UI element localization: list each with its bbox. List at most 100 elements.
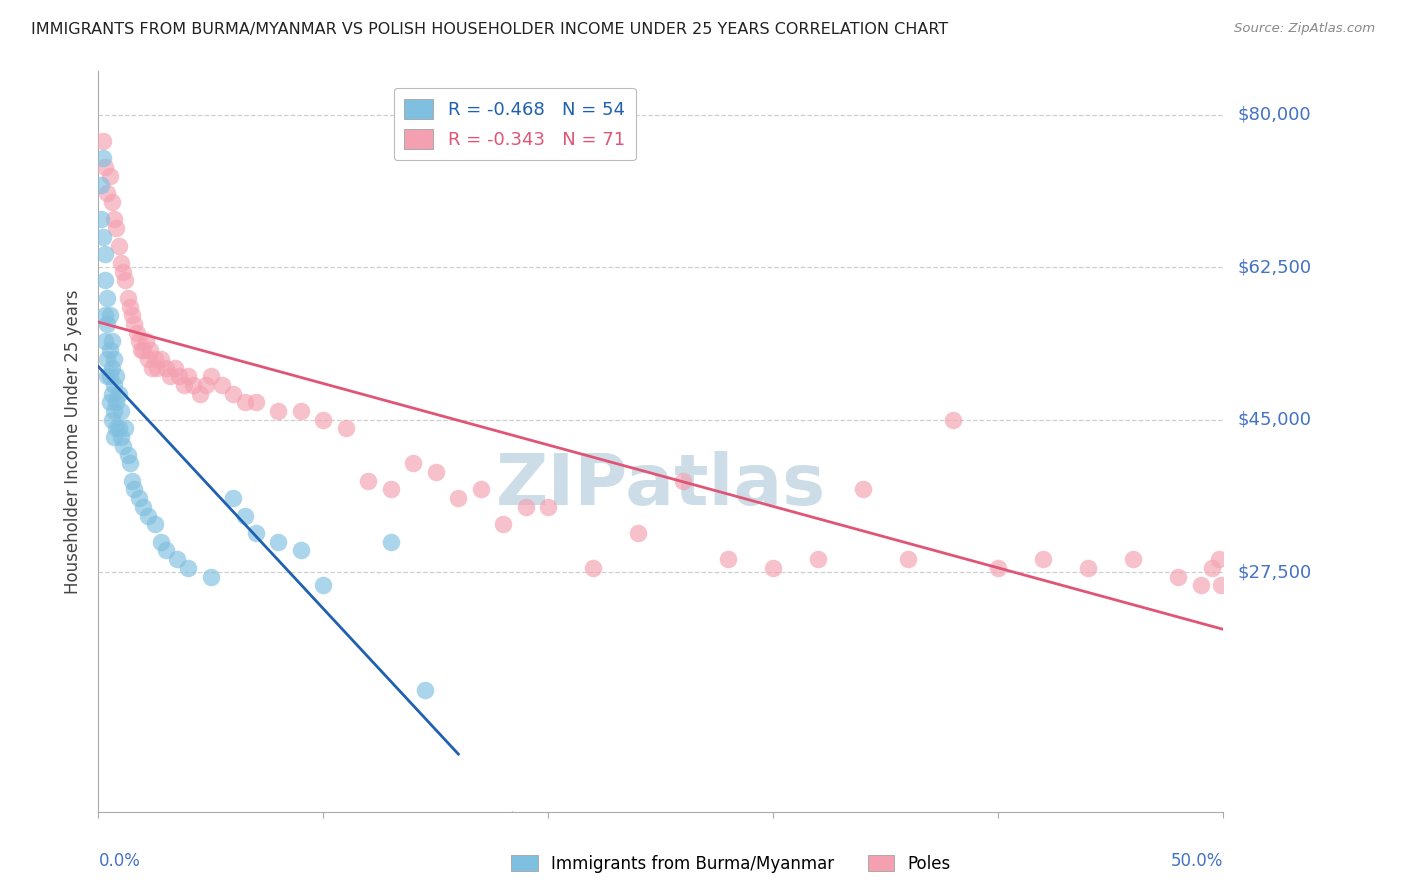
Point — [94, 273, 117, 287]
Point — [195, 378, 218, 392]
Point — [181, 378, 204, 392]
Point — [124, 317, 146, 331]
Point — [177, 369, 200, 384]
Point — [118, 300, 141, 314]
Point — [155, 543, 177, 558]
Point — [112, 265, 135, 279]
Point — [807, 552, 830, 566]
Point — [312, 578, 335, 592]
Point — [852, 483, 875, 497]
Point — [98, 308, 121, 322]
Point — [1208, 552, 1230, 566]
Legend: R = -0.468   N = 54, R = -0.343   N = 71: R = -0.468 N = 54, R = -0.343 N = 71 — [394, 87, 636, 161]
Point — [90, 178, 112, 192]
Point — [105, 369, 128, 384]
Point — [96, 369, 118, 384]
Point — [94, 308, 117, 322]
Point — [103, 212, 125, 227]
Text: ZIPatlas: ZIPatlas — [496, 451, 825, 520]
Point — [139, 343, 162, 357]
Point — [110, 256, 132, 270]
Point — [112, 439, 135, 453]
Legend: Immigrants from Burma/Myanmar, Poles: Immigrants from Burma/Myanmar, Poles — [505, 848, 957, 880]
Point — [117, 291, 139, 305]
Point — [1201, 561, 1223, 575]
Point — [143, 351, 166, 366]
Point — [105, 221, 128, 235]
Point — [222, 386, 245, 401]
Point — [91, 134, 114, 148]
Point — [94, 334, 117, 349]
Point — [132, 500, 155, 514]
Point — [717, 552, 740, 566]
Text: 50.0%: 50.0% — [1171, 853, 1223, 871]
Point — [98, 343, 121, 357]
Point — [90, 212, 112, 227]
Point — [222, 491, 245, 505]
Point — [114, 421, 136, 435]
Point — [150, 534, 173, 549]
Point — [233, 508, 256, 523]
Point — [94, 160, 117, 174]
Point — [290, 543, 312, 558]
Y-axis label: Householder Income Under 25 years: Householder Income Under 25 years — [63, 289, 82, 594]
Point — [357, 474, 380, 488]
Point — [98, 369, 121, 384]
Point — [132, 343, 155, 357]
Point — [1032, 552, 1054, 566]
Point — [380, 483, 402, 497]
Point — [177, 561, 200, 575]
Point — [163, 360, 186, 375]
Point — [101, 334, 124, 349]
Point — [136, 351, 159, 366]
Point — [169, 369, 191, 384]
Point — [101, 194, 124, 209]
Point — [233, 395, 256, 409]
Point — [155, 360, 177, 375]
Point — [1167, 569, 1189, 583]
Point — [114, 273, 136, 287]
Point — [267, 534, 290, 549]
Point — [1077, 561, 1099, 575]
Point — [188, 386, 211, 401]
Point — [402, 456, 425, 470]
Point — [166, 552, 188, 566]
Point — [173, 378, 195, 392]
Point — [98, 169, 121, 183]
Point — [380, 534, 402, 549]
Text: $80,000: $80,000 — [1237, 106, 1310, 124]
Point — [118, 456, 141, 470]
Point — [121, 308, 143, 322]
Text: 0.0%: 0.0% — [98, 853, 141, 871]
Point — [515, 500, 537, 514]
Point — [107, 421, 129, 435]
Point — [200, 569, 222, 583]
Point — [128, 491, 150, 505]
Point — [146, 360, 169, 375]
Point — [107, 238, 129, 252]
Point — [121, 474, 143, 488]
Point — [211, 378, 233, 392]
Point — [124, 483, 146, 497]
Text: $27,500: $27,500 — [1237, 563, 1312, 582]
Point — [96, 317, 118, 331]
Point — [245, 526, 267, 541]
Point — [141, 360, 163, 375]
Point — [110, 430, 132, 444]
Point — [492, 517, 515, 532]
Point — [290, 404, 312, 418]
Point — [107, 386, 129, 401]
Point — [470, 483, 492, 497]
Point — [98, 395, 121, 409]
Point — [425, 465, 447, 479]
Point — [96, 186, 118, 201]
Point — [103, 404, 125, 418]
Point — [125, 326, 148, 340]
Point — [129, 343, 152, 357]
Point — [103, 351, 125, 366]
Point — [128, 334, 150, 349]
Point — [267, 404, 290, 418]
Text: $45,000: $45,000 — [1237, 410, 1312, 429]
Point — [582, 561, 605, 575]
Point — [135, 334, 157, 349]
